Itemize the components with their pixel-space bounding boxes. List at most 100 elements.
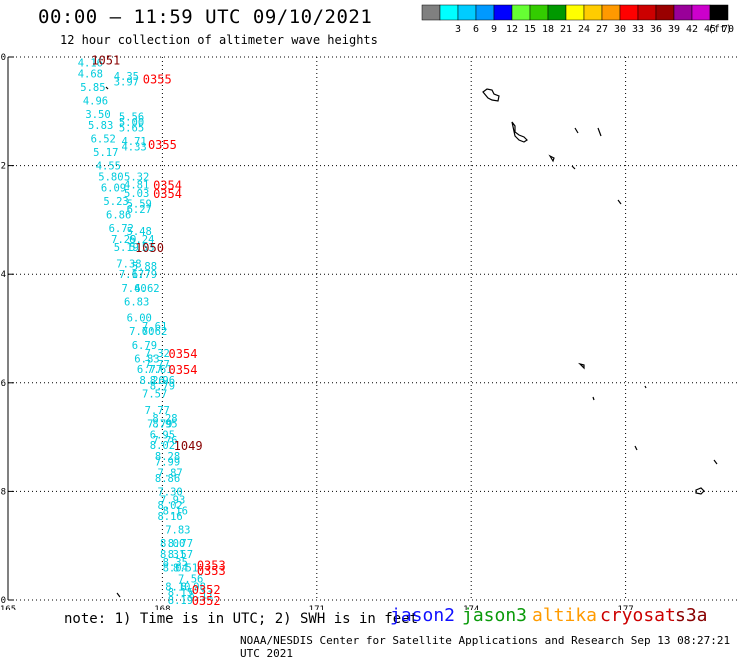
pass-time-label: 0352	[192, 583, 221, 597]
swh-label: 5.80	[98, 171, 123, 183]
legend-tick-label: 6	[473, 24, 479, 35]
swh-label: 8.98	[181, 581, 206, 593]
lon-tick-label: 165	[0, 605, 16, 610]
legend-tick-label: 15	[524, 24, 536, 35]
swh-label: 8.31	[160, 549, 185, 561]
swh-label: 7.83	[165, 524, 190, 536]
pass-time-label: 0353	[197, 564, 226, 578]
island-outline	[713, 459, 718, 465]
swh-label: 7.38	[116, 258, 141, 270]
island-outline	[617, 199, 622, 205]
island-outline	[578, 362, 585, 370]
swh-label: 8.16	[163, 505, 188, 517]
swh-label: 8.35	[163, 557, 188, 569]
swh-label: 7.57	[142, 389, 167, 401]
legend-tick-label: 30	[614, 24, 626, 35]
swh-label: 6.83	[124, 296, 149, 308]
pass-time-label: 0354	[169, 347, 198, 361]
swh-label: 8.51	[173, 562, 198, 574]
lat-tick-label: -2	[0, 162, 6, 172]
color-legend: 3 6 9 12 15 18 21 24 27 30 33 36 39 42 45 70(ft)	[421, 4, 734, 35]
swh-label: 8.04	[163, 562, 188, 574]
swh-label: 7.76	[152, 435, 177, 447]
wave-height-map: 1651681711741770-2-4-6-8-104.164.684.353…	[0, 53, 740, 610]
lat-tick-label: -6	[0, 379, 6, 389]
swh-label: 8.57	[168, 549, 193, 561]
swh-label: 4.81	[124, 180, 149, 192]
legend-tick-label: 42	[686, 24, 698, 35]
swh-label: 6.77	[137, 364, 162, 376]
pass-time-label: 0354	[153, 179, 182, 193]
island-outline	[634, 445, 638, 451]
swh-label: 4.68	[78, 68, 103, 80]
swh-label: 7.30	[157, 486, 182, 498]
swh-label: 8.16	[157, 511, 182, 523]
swh-label: 5.65	[119, 123, 144, 135]
swh-label: 5.03	[124, 188, 149, 200]
page-title: 00:00 – 11:59 UTC 09/10/2021	[38, 6, 373, 28]
lon-tick-label: 171	[309, 605, 325, 610]
legend-tick-label: 70	[722, 24, 734, 35]
legend-cryosat: cryosat	[600, 605, 676, 626]
swh-label: 7.79	[147, 419, 172, 431]
swh-label: 8.79	[150, 381, 175, 393]
pass-time-label: 1049	[174, 439, 203, 453]
island-outline	[571, 165, 576, 170]
swh-label: 8.19	[168, 595, 193, 607]
swh-label: 8.28	[155, 451, 180, 463]
swh-label: 5.32	[124, 171, 149, 183]
island-outline	[548, 154, 555, 163]
swh-label: 6.79	[132, 269, 157, 281]
island-outline	[644, 385, 647, 389]
swh-label: 7.61	[147, 364, 172, 376]
lon-tick-label: 177	[617, 605, 633, 610]
swh-label: 7.93	[160, 495, 185, 507]
legend-tick-label: 45	[704, 24, 716, 35]
pass-time-label: 1051	[91, 54, 120, 68]
swh-label: 7.40	[121, 283, 146, 295]
swh-label: 3.97	[114, 76, 139, 88]
swh-label: 8.11	[188, 590, 213, 602]
note-text: note: 1) Time is in UTC; 2) SWH is in fe…	[64, 611, 419, 627]
swh-label: 6.24	[129, 234, 154, 246]
legend-s3a: s3a	[675, 605, 708, 626]
swh-label: 7.87	[157, 467, 182, 479]
swh-label: 4.55	[96, 161, 121, 173]
pass-time-label: 0355	[148, 138, 177, 152]
swh-label: 6.52	[91, 133, 116, 145]
legend-tick-label: 24	[578, 24, 590, 35]
swh-label: 8.28	[152, 413, 177, 425]
swh-label: 6.00	[127, 313, 152, 325]
swh-label: 7.29	[111, 234, 136, 246]
swh-label: 3.50	[85, 109, 110, 121]
island-outline	[482, 88, 500, 102]
swh-label: 5.19	[114, 242, 139, 254]
lat-tick-label: -4	[0, 270, 6, 280]
swh-label: 4.16	[78, 57, 103, 69]
swh-label: 5.85	[80, 82, 105, 94]
credit-line: NOAA/NESDIS Center for Satellite Applica…	[240, 634, 731, 660]
swh-label: 7.60	[129, 326, 154, 338]
swh-label: 4.71	[121, 136, 146, 148]
legend-unit: (ft)	[708, 24, 732, 35]
swh-label: 6.83	[134, 353, 159, 365]
legend-tick-label: 27	[596, 24, 608, 35]
legend-tick-label: 21	[560, 24, 572, 35]
lon-tick-label: 174	[463, 605, 479, 610]
legend-tick-label: 39	[668, 24, 680, 35]
legend-swatch	[709, 4, 729, 21]
pass-time-label: 0353	[197, 559, 226, 573]
swh-label: 7.62	[142, 326, 167, 338]
swh-label: 6.79	[132, 340, 157, 352]
swh-label: 8.00	[160, 538, 185, 550]
swh-label: 6.95	[150, 429, 175, 441]
legend-tick-label: 12	[506, 24, 518, 35]
swh-label: 7.32	[145, 348, 170, 360]
swh-label: 8.02	[157, 500, 182, 512]
swh-label: 5.53	[129, 242, 154, 254]
swh-label: 8.10	[165, 581, 190, 593]
swh-label: 7.56	[178, 573, 203, 585]
swh-label: 5.88	[132, 261, 157, 273]
pass-time-label: 0355	[143, 73, 172, 87]
swh-label: 6.09	[101, 182, 126, 194]
